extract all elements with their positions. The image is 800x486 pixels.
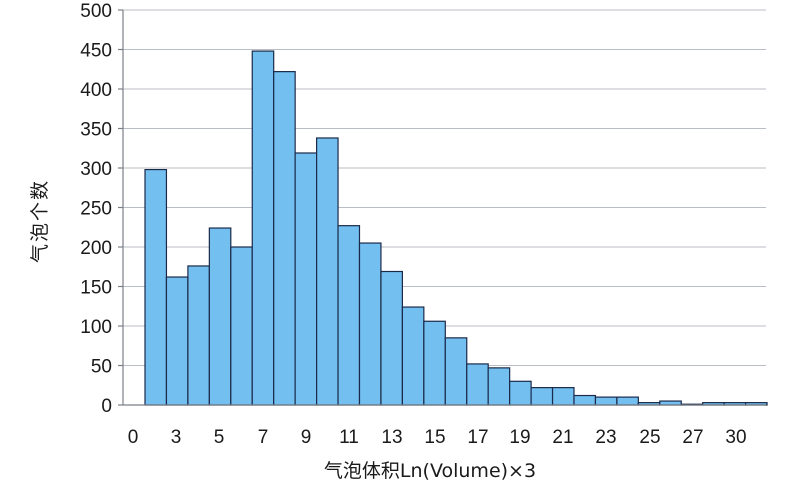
bar bbox=[616, 396, 639, 406]
x-tick-label: 30 bbox=[725, 427, 746, 448]
y-tick-label: 150 bbox=[80, 278, 112, 299]
y-tick-label: 200 bbox=[80, 238, 112, 259]
x-axis-label: 气泡体积Ln(Volume)×3 bbox=[324, 460, 536, 482]
x-tick-label: 19 bbox=[509, 427, 530, 448]
x-tick-label: 17 bbox=[467, 427, 488, 448]
bar bbox=[337, 225, 361, 406]
bar bbox=[358, 242, 382, 406]
x-tick-label: 9 bbox=[301, 427, 312, 448]
bar bbox=[294, 152, 318, 406]
y-tick-label: 350 bbox=[80, 120, 112, 141]
y-tick-label: 400 bbox=[80, 80, 112, 101]
bar bbox=[251, 50, 275, 406]
x-tick-label: 7 bbox=[258, 427, 269, 448]
y-tick-label: 100 bbox=[80, 317, 112, 338]
bar bbox=[208, 227, 232, 406]
x-tick-label: 15 bbox=[424, 427, 445, 448]
bar bbox=[530, 387, 554, 406]
y-axis-label: 气泡个数 bbox=[29, 179, 51, 263]
x-tick-label: 23 bbox=[595, 427, 616, 448]
x-tick-label: 27 bbox=[682, 427, 703, 448]
bar bbox=[273, 71, 296, 406]
bar bbox=[144, 168, 168, 406]
x-tick-label: 13 bbox=[381, 427, 402, 448]
x-tick-labels: 0 3 5 7 9 11 13 15 17 19 21 23 25 27 30 bbox=[128, 427, 747, 448]
axes bbox=[118, 9, 766, 406]
bar bbox=[551, 387, 575, 406]
bar bbox=[594, 396, 618, 406]
x-tick-label: 25 bbox=[639, 427, 660, 448]
bar bbox=[509, 380, 532, 406]
y-tick-label: 50 bbox=[91, 357, 112, 378]
bar bbox=[444, 337, 468, 406]
y-tick-label: 300 bbox=[80, 159, 112, 180]
bar bbox=[401, 306, 425, 406]
bar bbox=[573, 394, 597, 406]
bar bbox=[316, 137, 339, 406]
x-tick-label: 0 bbox=[128, 427, 139, 448]
x-tick-label: 3 bbox=[171, 427, 182, 448]
x-tick-label: 21 bbox=[552, 427, 573, 448]
bar bbox=[380, 270, 404, 406]
bar bbox=[423, 320, 446, 406]
x-tick-label: 11 bbox=[339, 427, 359, 448]
y-tick-label: 500 bbox=[80, 1, 112, 22]
bar bbox=[165, 276, 189, 406]
y-tick-label: 450 bbox=[80, 41, 112, 62]
y-tick-label: 250 bbox=[80, 199, 112, 220]
bars bbox=[144, 50, 768, 406]
y-tick-labels: 0 50 100 150 200 250 300 350 400 450 500 bbox=[80, 1, 112, 417]
y-tick-label: 0 bbox=[101, 396, 112, 417]
bar bbox=[466, 363, 489, 406]
bar bbox=[230, 246, 253, 406]
x-tick-label: 5 bbox=[214, 427, 225, 448]
bar bbox=[187, 265, 210, 406]
bar bbox=[487, 367, 511, 406]
